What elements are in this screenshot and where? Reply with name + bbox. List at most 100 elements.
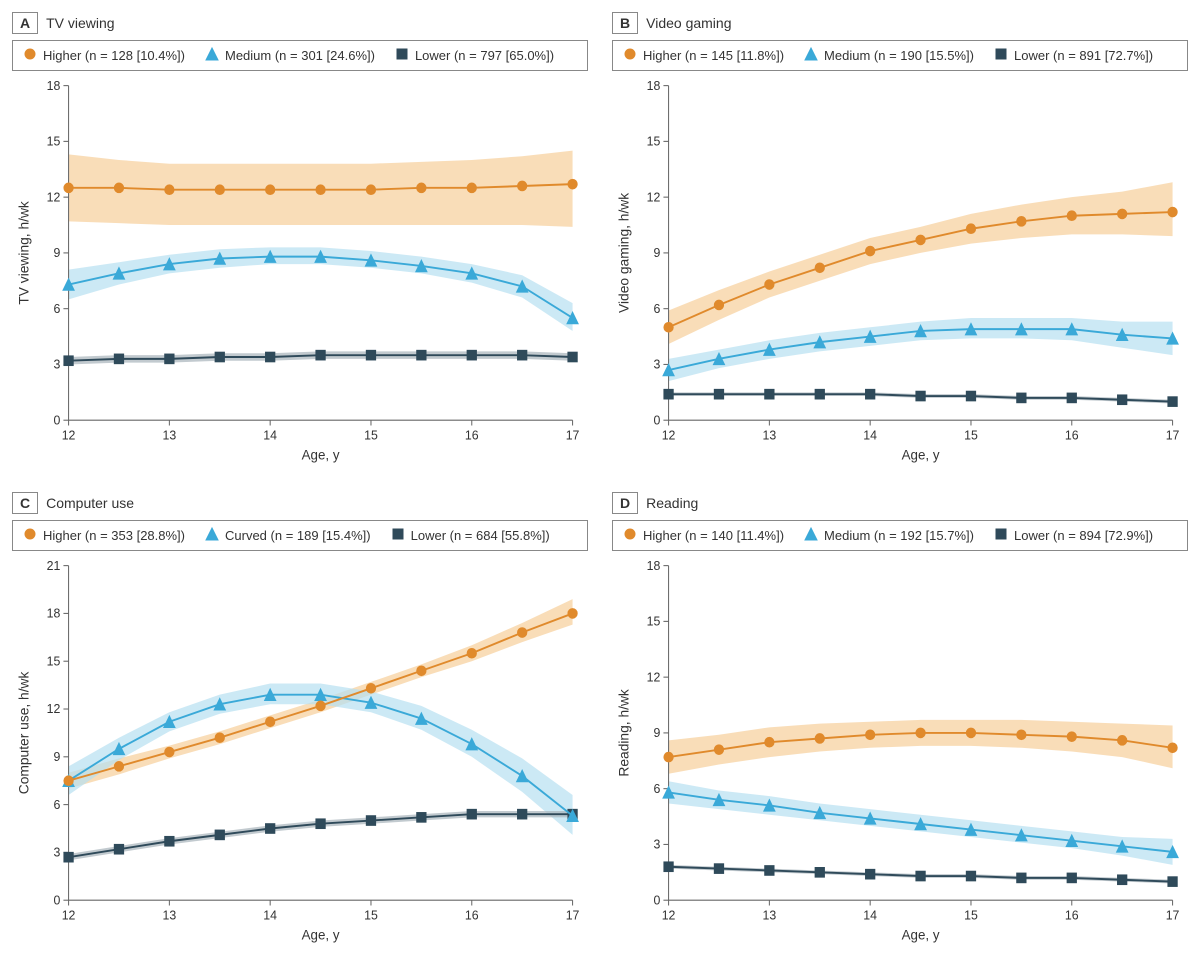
y-tick-label: 15 xyxy=(647,134,661,148)
series-marker-lower xyxy=(266,352,275,362)
legend-item-lower: Lower (n = 797 [65.0%]) xyxy=(395,47,554,64)
chart-area: 036912151821121314151617Age, yComputer u… xyxy=(12,555,588,948)
x-tick-label: 17 xyxy=(1166,428,1180,442)
square-icon xyxy=(994,527,1008,544)
y-tick-label: 9 xyxy=(53,246,60,260)
series-marker-higher xyxy=(467,648,476,658)
y-tick-label: 18 xyxy=(47,79,61,93)
y-axis-label: TV viewing, h/wk xyxy=(17,201,32,305)
series-marker-lower xyxy=(714,389,723,399)
y-axis-label: Video gaming, h/wk xyxy=(617,193,632,313)
x-tick-label: 12 xyxy=(62,908,76,922)
chart-svg: 0369121518121314151617Age, yTV viewing, … xyxy=(12,75,588,468)
legend-label: Lower (n = 891 [72.7%]) xyxy=(1014,48,1153,63)
series-marker-higher xyxy=(916,235,925,245)
legend: Higher (n = 140 [11.4%])Medium (n = 192 … xyxy=(612,520,1188,551)
chart-svg: 0369121518121314151617Age, yVideo gaming… xyxy=(612,75,1188,468)
panel-title: Reading xyxy=(646,495,698,511)
series-marker-higher xyxy=(714,300,723,310)
x-tick-label: 12 xyxy=(62,428,76,442)
series-marker-lower xyxy=(815,868,824,878)
legend-item-higher: Higher (n = 145 [11.8%]) xyxy=(623,47,784,64)
series-marker-lower xyxy=(518,350,527,360)
series-marker-lower xyxy=(1118,875,1127,885)
panel-title: Computer use xyxy=(46,495,134,511)
series-marker-lower xyxy=(1118,395,1127,405)
series-marker-higher xyxy=(366,684,375,694)
series-marker-lower xyxy=(664,389,673,399)
series-marker-higher xyxy=(114,762,123,772)
y-tick-label: 6 xyxy=(653,782,660,796)
square-icon xyxy=(395,47,409,64)
y-tick-label: 18 xyxy=(47,606,61,620)
series-marker-lower xyxy=(64,356,73,366)
series-marker-lower xyxy=(266,824,275,834)
panel-letter: B xyxy=(612,12,638,34)
series-marker-lower xyxy=(215,830,224,840)
series-marker-lower xyxy=(1067,393,1076,403)
triangle-icon xyxy=(205,527,219,544)
legend: Higher (n = 145 [11.8%]) Medium (n = 190 … xyxy=(612,40,1188,71)
series-marker-higher xyxy=(316,185,325,195)
panel-D: D Reading Higher (n = 140 [11.4%])Medium (… xyxy=(612,492,1188,948)
series-marker-higher xyxy=(114,183,123,193)
series-marker-lower xyxy=(966,871,975,881)
series-marker-higher xyxy=(417,183,426,193)
series-marker-higher xyxy=(316,701,325,711)
x-axis-label: Age, y xyxy=(302,927,340,942)
series-marker-higher xyxy=(1067,211,1076,221)
ci-band-higher xyxy=(669,182,1173,344)
series-marker-lower xyxy=(417,813,426,823)
series-marker-higher xyxy=(714,745,723,755)
x-tick-label: 16 xyxy=(465,428,479,442)
series-marker-lower xyxy=(518,809,527,819)
y-axis-label: Reading, h/wk xyxy=(617,689,632,777)
x-tick-label: 12 xyxy=(662,908,676,922)
triangle-icon xyxy=(804,47,818,64)
series-marker-lower xyxy=(1067,873,1076,883)
series-marker-higher xyxy=(1168,207,1177,217)
series-marker-higher xyxy=(266,185,275,195)
series-marker-lower xyxy=(366,350,375,360)
series-marker-higher xyxy=(165,747,174,757)
y-tick-label: 21 xyxy=(47,559,61,573)
x-tick-label: 17 xyxy=(566,908,580,922)
series-marker-lower xyxy=(165,354,174,364)
y-tick-label: 9 xyxy=(653,246,660,260)
series-marker-higher xyxy=(916,728,925,738)
square-icon xyxy=(994,47,1008,64)
series-marker-higher xyxy=(64,183,73,193)
panel-C: CComputer useHigher (n = 353 [28.8%])Cur… xyxy=(12,492,588,948)
series-marker-lower xyxy=(815,389,824,399)
panel-title: TV viewing xyxy=(46,15,114,31)
panel-letter: D xyxy=(612,492,638,514)
legend-label: Lower (n = 684 [55.8%]) xyxy=(411,528,550,543)
series-marker-lower xyxy=(467,350,476,360)
triangle-icon xyxy=(804,527,818,544)
series-marker-higher xyxy=(1067,732,1076,742)
x-tick-label: 17 xyxy=(1166,908,1180,922)
legend-item-medium: Medium (n = 190 [15.5%]) xyxy=(804,47,974,64)
series-marker-lower xyxy=(64,852,73,862)
legend-label: Higher (n = 145 [11.8%]) xyxy=(643,48,784,63)
y-axis-label: Computer use, h/wk xyxy=(17,671,32,794)
chart-area: 0369121518121314151617Age, yVideo gaming… xyxy=(612,75,1188,468)
panel-grid: ATV viewingHigher (n = 128 [10.4%])Mediu… xyxy=(0,0,1200,960)
x-axis-label: Age, y xyxy=(302,447,340,462)
y-tick-label: 18 xyxy=(647,559,661,573)
y-tick-label: 12 xyxy=(647,670,661,684)
legend-label: Higher (n = 128 [10.4%]) xyxy=(43,48,185,63)
series-marker-lower xyxy=(366,816,375,826)
series-marker-lower xyxy=(114,844,123,854)
y-tick-label: 9 xyxy=(53,750,60,764)
circle-icon xyxy=(623,527,637,544)
y-tick-label: 12 xyxy=(647,190,661,204)
y-tick-label: 6 xyxy=(53,798,60,812)
y-tick-label: 6 xyxy=(53,302,60,316)
panel-B: BVideo gamingHigher (n = 145 [11.8%])Med… xyxy=(612,12,1188,468)
legend-item-lower: Lower (n = 894 [72.9%]) xyxy=(994,527,1153,544)
y-tick-label: 0 xyxy=(53,413,60,427)
panel-title-row: CComputer use xyxy=(12,492,588,514)
series-marker-lower xyxy=(1017,873,1026,883)
series-marker-higher xyxy=(518,628,527,638)
